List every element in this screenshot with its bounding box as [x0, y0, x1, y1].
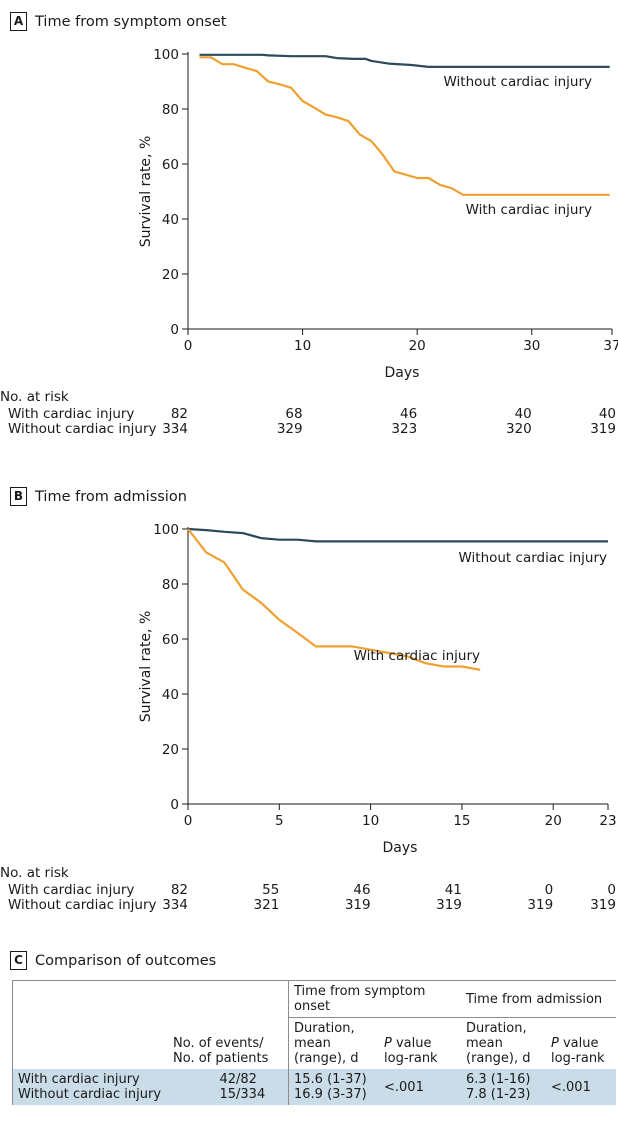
risk-value-b: 319	[436, 897, 462, 913]
admission-duration-with: 6.3 (1-16)	[466, 1072, 531, 1087]
col-duration-header-onset: Duration, mean (range), d	[288, 1017, 379, 1069]
row-events-cell: 42/82 15/334	[214, 1069, 290, 1105]
x-tick-label-b: 0	[184, 813, 193, 829]
x-tick-label-b: 10	[362, 813, 379, 829]
x-tick-label-b: 23	[599, 813, 616, 829]
risk-value-a: 46	[400, 406, 418, 422]
col-duration-header-admission: Duration, mean (range), d	[461, 1017, 546, 1069]
admission-durations-cell: 6.3 (1-16) 7.8 (1-23)	[461, 1069, 546, 1105]
y-tick-label-b: 100	[153, 522, 179, 538]
risk-value-b: 319	[344, 897, 371, 913]
risk-header-a: No. at risk	[0, 389, 69, 405]
panel-b-letter: B	[10, 487, 27, 506]
y-tick-label-b: 40	[162, 687, 179, 703]
panel-c-header: C Comparison of outcomes	[10, 951, 216, 970]
x-axis-label-a: Days	[385, 365, 420, 381]
risk-value-a: 40	[598, 406, 616, 422]
series-label-with-cardiac-injury-a: With cardiac injury	[466, 202, 592, 218]
survival-chart-a: 0 20 40 60 80 100 0 10 20 30 37 Days Survival rate, …	[138, 47, 618, 381]
risk-value-b: 41	[444, 882, 462, 898]
y-tick-label-b: 60	[162, 632, 179, 648]
panel-c-letter: C	[10, 951, 27, 970]
row-labels-cell: With cardiac injury Without cardiac inju…	[12, 1069, 215, 1105]
risk-header-b: No. at risk	[0, 865, 69, 881]
series-line-with-cardiac-injury-a	[199, 56, 610, 196]
risk-row-label-b: With cardiac injury	[8, 882, 135, 898]
risk-value-b: 319	[527, 897, 554, 913]
col-p-header-onset: P value log-rank	[379, 1017, 461, 1069]
header-empty-cell: No. of events/ No. of patients	[12, 980, 289, 1069]
risk-value-a: 319	[590, 421, 616, 437]
risk-row-label-a: Without cardiac injury	[8, 421, 157, 437]
x-tick-label-a: 30	[523, 338, 540, 354]
col-events-header: No. of events/ No. of patients	[173, 1036, 269, 1066]
panel-b-header: B Time from admission	[10, 487, 187, 506]
risk-value-b: 0	[544, 882, 554, 898]
onset-p-cell: <.001	[379, 1069, 461, 1105]
group-header-onset: Time from symptom onset	[288, 980, 461, 1018]
risk-value-a: 334	[162, 421, 188, 437]
risk-value-b: 0	[607, 882, 616, 898]
risk-value-b: 334	[162, 897, 188, 913]
panel-b-title: Time from admission	[35, 488, 187, 505]
x-axis-label-b: Days	[383, 840, 418, 856]
onset-duration-without: 16.9 (3-37)	[294, 1087, 367, 1102]
series-line-without-cardiac-injury-a	[199, 53, 610, 68]
y-tick-label-a: 60	[162, 157, 179, 173]
y-tick-label-b: 20	[162, 742, 179, 758]
risk-value-a: 68	[285, 406, 303, 422]
series-line-without-cardiac-injury-b	[187, 527, 608, 543]
risk-value-a: 323	[391, 421, 418, 437]
x-tick-label-a: 37	[603, 338, 618, 354]
onset-durations-cell: 15.6 (1-37) 16.9 (3-37)	[288, 1069, 379, 1105]
y-tick-label-a: 80	[162, 102, 179, 118]
x-tick-label-b: 20	[545, 813, 562, 829]
onset-duration-with: 15.6 (1-37)	[294, 1072, 367, 1087]
x-tick-label-b: 5	[275, 813, 284, 829]
y-tick-label-a: 40	[162, 212, 179, 228]
panel-a-letter: A	[10, 12, 27, 31]
risk-value-b: 55	[262, 882, 280, 898]
risk-value-a: 329	[276, 421, 303, 437]
col-p-header-admission: P value log-rank	[546, 1017, 616, 1069]
risk-value-b: 46	[353, 882, 371, 898]
risk-value-a: 82	[170, 406, 188, 422]
panel-c-title: Comparison of outcomes	[35, 952, 217, 969]
series-label-without-cardiac-injury-b: Without cardiac injury	[458, 550, 607, 566]
y-tick-label-b: 0	[170, 797, 179, 813]
survival-chart-b: 0 20 40 60 80 100 0 5 10 15 20 23 Days Survival rate,…	[138, 522, 617, 856]
panel-a-header: A Time from symptom onset	[10, 12, 226, 31]
x-tick-label-a: 0	[184, 338, 193, 354]
y-axis-label-a: Survival rate, %	[138, 136, 154, 248]
y-tick-label-a: 100	[153, 47, 179, 63]
risk-value-b: 82	[170, 882, 188, 898]
y-axis-label-b: Survival rate, %	[138, 611, 154, 723]
x-tick-label-b: 15	[453, 813, 470, 829]
row-label-with: With cardiac injury	[18, 1072, 140, 1087]
row-events-with: 42/82	[219, 1072, 257, 1087]
group-header-admission: Time from admission	[461, 980, 616, 1018]
series-label-with-cardiac-injury-b: With cardiac injury	[354, 648, 480, 664]
row-label-without: Without cardiac injury	[18, 1087, 162, 1102]
risk-row-label-b: Without cardiac injury	[8, 897, 157, 913]
row-events-without: 15/334	[219, 1087, 266, 1102]
comparison-table: No. of events/ No. of patients Time from…	[12, 980, 616, 1105]
series-label-without-cardiac-injury-a: Without cardiac injury	[443, 74, 592, 90]
admission-duration-without: 7.8 (1-23)	[466, 1087, 531, 1102]
y-tick-label-b: 80	[162, 577, 179, 593]
risk-value-a: 320	[506, 421, 532, 437]
y-tick-label-a: 0	[170, 322, 179, 338]
risk-value-a: 40	[514, 406, 532, 422]
risk-value-b: 321	[253, 897, 280, 913]
risk-value-b: 319	[590, 897, 616, 913]
series-line-with-cardiac-injury-b	[187, 528, 481, 671]
risk-row-label-a: With cardiac injury	[8, 406, 135, 422]
table-row: With cardiac injury Without cardiac inju…	[12, 1069, 616, 1105]
panel-a-title: Time from symptom onset	[35, 13, 227, 30]
x-tick-label-a: 20	[409, 338, 426, 354]
x-tick-label-a: 10	[294, 338, 311, 354]
admission-p-cell: <.001	[546, 1069, 616, 1105]
y-tick-label-a: 20	[162, 267, 179, 283]
